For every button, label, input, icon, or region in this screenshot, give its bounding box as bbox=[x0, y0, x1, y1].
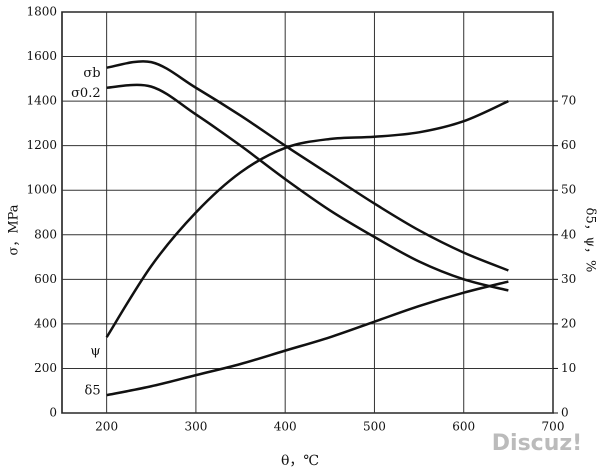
x-tick-label: 700 bbox=[542, 420, 565, 434]
y2-tick-label: 20 bbox=[561, 316, 576, 330]
y2-tick-label: 50 bbox=[561, 183, 576, 197]
series-line bbox=[106, 280, 509, 397]
series-label: ψ bbox=[90, 344, 100, 359]
y-tick-label: 200 bbox=[34, 361, 57, 375]
y2-tick-label: 70 bbox=[561, 94, 576, 108]
y-tick-label: 1000 bbox=[26, 183, 57, 197]
y2-tick-label: 60 bbox=[561, 138, 576, 152]
y-tick-label: 600 bbox=[34, 272, 57, 286]
y2-tick-label: 40 bbox=[561, 227, 576, 241]
y-tick-label: 0 bbox=[49, 406, 57, 420]
y-tick-label: 1200 bbox=[26, 138, 57, 152]
y-tick-label: 1400 bbox=[26, 94, 57, 108]
y2-tick-label: 0 bbox=[561, 406, 569, 420]
y-tick-label: 800 bbox=[34, 227, 57, 241]
series-label: σb bbox=[83, 66, 100, 81]
watermark: Discuz! bbox=[492, 431, 582, 456]
series-line bbox=[106, 60, 509, 272]
series-label: σ0.2 bbox=[71, 86, 101, 101]
x-tick-label: 400 bbox=[274, 420, 297, 434]
y-tick-label: 1600 bbox=[26, 49, 57, 63]
plot-frame bbox=[61, 11, 554, 414]
x-axis-label: θ，℃ bbox=[281, 453, 319, 469]
x-tick-label: 200 bbox=[95, 420, 118, 434]
series-line bbox=[106, 83, 509, 292]
x-tick-label: 600 bbox=[452, 420, 475, 434]
x-tick-label: 500 bbox=[363, 420, 386, 434]
y-tick-label: 400 bbox=[34, 316, 57, 330]
y-tick-label: 1800 bbox=[26, 5, 57, 19]
y2-tick-label: 10 bbox=[561, 361, 576, 375]
series-line bbox=[105, 99, 509, 338]
y2-tick-label: 30 bbox=[561, 272, 576, 286]
y2-axis-label: δ5，ψ，% bbox=[583, 208, 598, 273]
series-label: δ5 bbox=[85, 384, 101, 399]
y-axis-label: σ，MPa bbox=[7, 204, 22, 255]
x-tick-label: 300 bbox=[184, 420, 207, 434]
